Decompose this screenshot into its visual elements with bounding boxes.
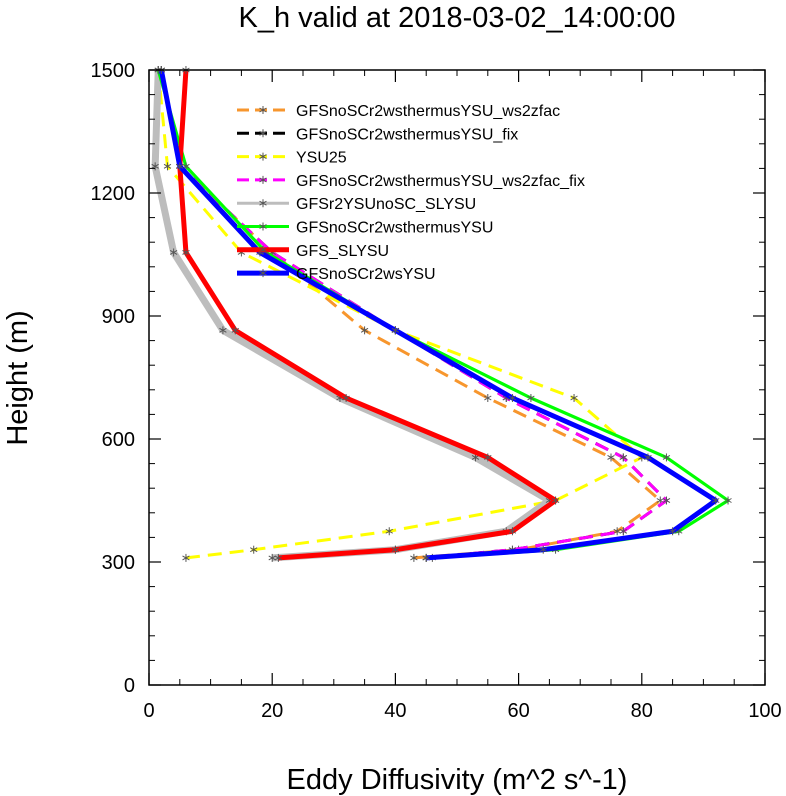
axis-ticks: 0 20 40 60 80 100 0 300 600 900 1200 1500	[91, 60, 782, 722]
legend-label: GFS_SLYSU	[296, 243, 389, 260]
series-point	[662, 453, 671, 462]
series-point	[259, 175, 267, 184]
series-point	[508, 527, 517, 536]
series-point	[619, 527, 628, 536]
series-point	[391, 545, 400, 554]
series-point	[570, 394, 578, 402]
series-point	[163, 162, 172, 171]
series-point	[422, 553, 430, 562]
y-tick-label: 0	[124, 675, 135, 697]
legend-label: GFSnoSCr2wsthermusYSU	[296, 220, 493, 237]
series-point	[662, 496, 671, 505]
series-point	[259, 199, 267, 208]
series-point	[527, 394, 535, 402]
series-point	[231, 326, 239, 335]
y-tick-label: 1500	[91, 60, 136, 82]
series-point	[259, 129, 267, 138]
legend: GFSnoSCr2wsthermusYSU_ws2zfac GFSnoSCr2ws…	[237, 103, 585, 283]
series-point	[410, 553, 418, 562]
series-point	[219, 326, 227, 335]
series-point	[268, 553, 276, 562]
legend-label: YSU25	[296, 150, 347, 167]
series-point	[484, 394, 492, 402]
legend-label: GFSnoSCr2wsYSU	[296, 266, 436, 283]
series-point	[391, 326, 400, 335]
series-point	[259, 152, 267, 161]
series-point	[151, 162, 159, 171]
series-point	[274, 553, 283, 562]
y-tick-label: 1200	[91, 183, 136, 205]
series-point	[539, 545, 547, 554]
series-point	[385, 527, 393, 536]
series-point	[259, 106, 267, 114]
series-point	[607, 453, 615, 462]
x-axis-title: Eddy Diffusivity (m^2 s^-1)	[287, 764, 628, 796]
plot-frame	[148, 69, 766, 686]
x-tick-label: 40	[384, 700, 406, 722]
series-point	[169, 248, 178, 257]
series-point	[259, 222, 267, 231]
series-point	[619, 453, 628, 462]
series-point	[724, 496, 732, 505]
x-tick-label: 100	[748, 700, 781, 722]
series-point	[176, 162, 184, 171]
legend-label: GFSnoSCr2wsthermusYSU_fix	[296, 126, 518, 143]
series-point	[613, 527, 621, 536]
series-point	[182, 553, 190, 562]
series-point	[250, 545, 258, 554]
series-line	[156, 69, 644, 560]
legend-label: GFSnoSCr2wsthermusYSU_ws2zfac_fix	[296, 173, 585, 190]
series-point	[668, 527, 677, 536]
series-point	[551, 496, 560, 505]
legend-label: GFSr2YSUnoSC_SLYSU	[296, 196, 476, 213]
series-point	[342, 394, 350, 402]
x-tick-label: 0	[143, 700, 154, 722]
series-point	[712, 496, 720, 505]
legend-label: GFSnoSCr2wsthermusYSU_ws2zfac	[296, 103, 560, 120]
y-tick-label: 900	[102, 306, 135, 328]
chart-title: K_h valid at 2018-03-02_14:00:00	[239, 2, 676, 34]
series-point	[259, 245, 267, 254]
series-point	[360, 326, 369, 335]
series-point	[484, 453, 492, 462]
series-line	[177, 69, 559, 561]
series-point	[182, 248, 190, 257]
y-tick-label: 600	[102, 429, 135, 451]
x-tick-label: 60	[507, 700, 529, 722]
plot-lines	[151, 66, 732, 562]
x-tick-label: 20	[261, 700, 283, 722]
x-tick-label: 80	[631, 700, 653, 722]
series-line	[158, 69, 719, 561]
y-tick-label: 300	[102, 552, 135, 574]
series-point	[259, 269, 267, 278]
y-axis-title: Height (m)	[2, 310, 34, 445]
series-point	[508, 394, 517, 402]
series-point	[644, 453, 652, 462]
